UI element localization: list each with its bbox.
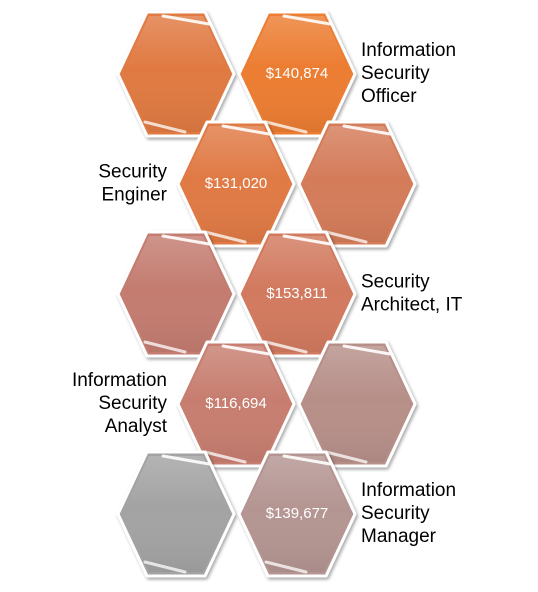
hexagon-plain-row-4-sheen [303,346,411,462]
hexagon-value-row-3-highlight [282,234,332,246]
hexagon-value-row-4-highlight [221,344,271,356]
hexagon-value-row-4-sheen [182,346,290,462]
hexagon-value-row-5-highlight-lower [264,560,308,574]
hexagon-value-row-1 [237,10,357,138]
hexagon-value-row-2-highlight-lower [203,230,247,244]
hexagon-value-row-5-highlight [282,454,332,466]
hexagon-value-row-5 [237,450,357,578]
job-title-row-1-line-1: Information [361,40,456,61]
hexagon-plain-row-5-highlight-lower [143,560,187,574]
hexagon-plain-row-1 [116,10,236,138]
hexagon-plain-row-4-highlight [342,344,392,356]
hexagon-plain-row-5-sheen [122,456,230,572]
job-title-row-5-line-1: Information [361,480,456,501]
hexagon-plain-row-3 [116,230,236,358]
hexagon-plain-row-4-highlight-lower [324,450,368,464]
hexagon-value-row-1-highlight-lower [264,120,308,134]
hexagon-plain-row-3-highlight-lower [143,340,187,354]
hexagon-plain-row-1-highlight [161,14,211,26]
salary-value-row-1: $140,874 [266,65,329,82]
hexagon-plain-row-2-highlight [342,124,392,136]
job-title-row-3-line-1: Security [361,272,430,293]
text-layer: $140,874InformationSecurityOfficer$131,0… [72,40,463,547]
hexagon-plain-row-1-highlight-lower [143,120,187,134]
salary-value-row-4: $116,694 [205,395,266,412]
hexagon-layer [116,10,417,578]
job-title-row-5-line-3: Manager [361,526,437,547]
hexagon-plain-row-4 [297,340,417,468]
hexagon-value-row-1-sheen [243,16,351,132]
hexagon-plain-row-5 [116,450,236,578]
hexagon-plain-row-3-highlight [161,234,211,246]
job-title-row-1-line-2: Security [361,63,430,84]
hexagon-plain-row-2 [297,120,417,248]
job-title-row-2-line-2: Enginer [102,185,168,206]
hexagon-plain-row-1-sheen [122,16,230,132]
hexagon-value-row-1-highlight [282,14,332,26]
hexagon-value-row-3-sheen [243,236,351,352]
hexagon-plain-row-3-sheen [122,236,230,352]
hexagon-value-row-2-highlight [221,124,271,136]
hexagon-value-row-2-sheen [182,126,290,242]
hexagon-value-row-3 [237,230,357,358]
job-title-row-2-line-1: Security [98,162,167,183]
job-title-row-4-line-2: Security [98,393,167,414]
job-title-row-3-line-2: Architect, IT [361,295,463,316]
hexagon-value-row-4-highlight-lower [203,450,247,464]
hexagon-value-row-4 [176,340,296,468]
job-title-row-4-line-1: Information [72,370,167,391]
salary-value-row-3: $153,811 [266,285,327,302]
hexagon-value-row-5-sheen [243,456,351,572]
hexagon-value-row-3-highlight-lower [264,340,308,354]
job-title-row-4-line-3: Analyst [105,416,168,437]
hexagon-plain-row-2-highlight-lower [324,230,368,244]
hexagon-value-row-2 [176,120,296,248]
job-title-row-1-line-3: Officer [361,86,417,107]
job-title-row-5-line-2: Security [361,503,430,524]
hexagon-plain-row-2-sheen [303,126,411,242]
hexagon-plain-row-5-highlight [161,454,211,466]
salary-value-row-2: $131,020 [205,175,268,192]
salary-value-row-5: $139,677 [266,505,329,522]
